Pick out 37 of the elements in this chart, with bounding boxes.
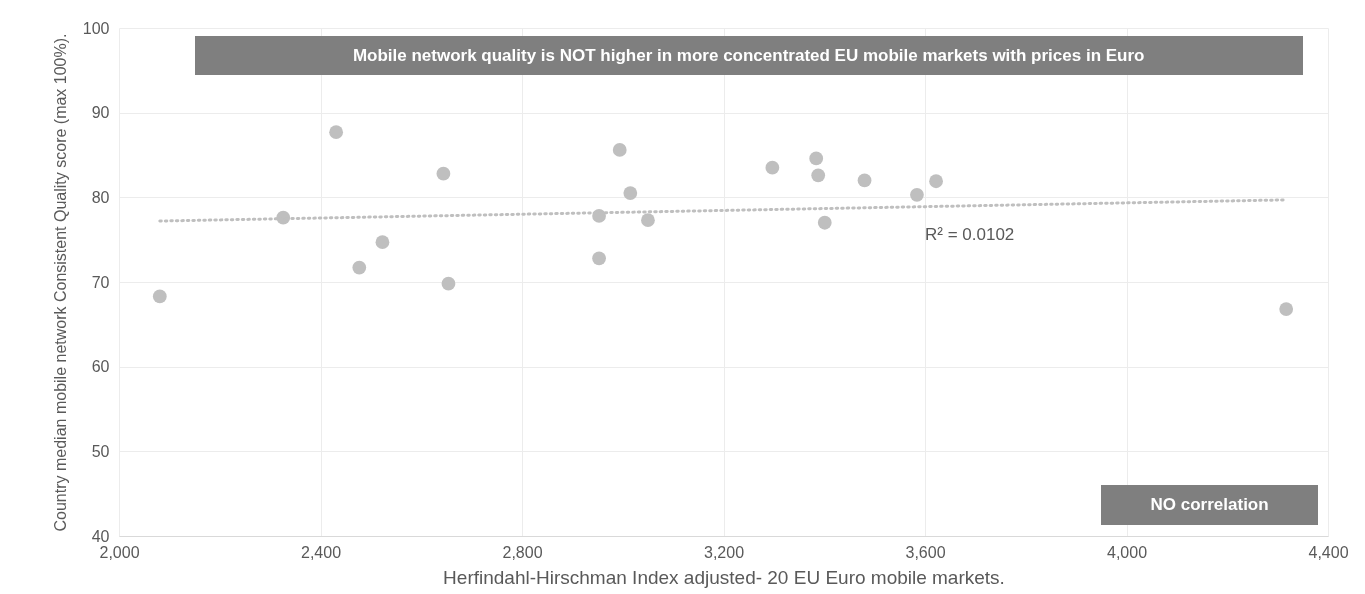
point — [436, 166, 451, 181]
point — [811, 168, 826, 183]
y-tick-label: 100 — [82, 19, 110, 37]
point — [441, 276, 456, 291]
y-tick-label: 90 — [91, 104, 110, 122]
x-tick-label: 4,400 — [1308, 543, 1349, 561]
point — [592, 251, 606, 266]
point — [623, 186, 638, 200]
point — [817, 215, 832, 230]
x-axis-title: Herfindahl-Hirschman Index adjusted- 20 EU Euro mobile markets. — [443, 566, 1005, 588]
point — [765, 160, 780, 175]
x-tick-label: 4,000 — [1106, 543, 1148, 561]
point — [612, 143, 627, 157]
y-axis-title: Country median mobile network Consistent Quality score (max 100%). — [51, 33, 69, 532]
y-tick-label: 60 — [91, 358, 110, 376]
y-tick-label: 50 — [91, 442, 110, 460]
x-tick-label: 2,800 — [502, 543, 543, 561]
x-tick-label: 2,000 — [99, 543, 140, 561]
y-tick-label: 70 — [91, 273, 110, 291]
annotation: R² = 0.0102 — [925, 225, 1015, 246]
x-tick-label: 2,400 — [300, 543, 342, 561]
y-tick-label: 80 — [91, 188, 110, 206]
point — [809, 151, 824, 166]
point — [857, 173, 872, 188]
y-tick-label: 40 — [91, 527, 110, 545]
point — [152, 289, 167, 304]
point — [641, 213, 655, 228]
point — [352, 260, 367, 275]
point — [1279, 302, 1294, 316]
point — [910, 187, 924, 202]
x-tick-label: 3,600 — [905, 543, 946, 561]
title-banner: Mobile network quality is NOT higher in more concentrated EU mobile markets with prices in Euro — [194, 36, 1303, 75]
x-tick-label: 3,200 — [703, 543, 745, 561]
point — [375, 235, 390, 250]
point — [929, 174, 943, 189]
point — [329, 125, 344, 140]
note-box: NO correlation — [1101, 485, 1318, 525]
